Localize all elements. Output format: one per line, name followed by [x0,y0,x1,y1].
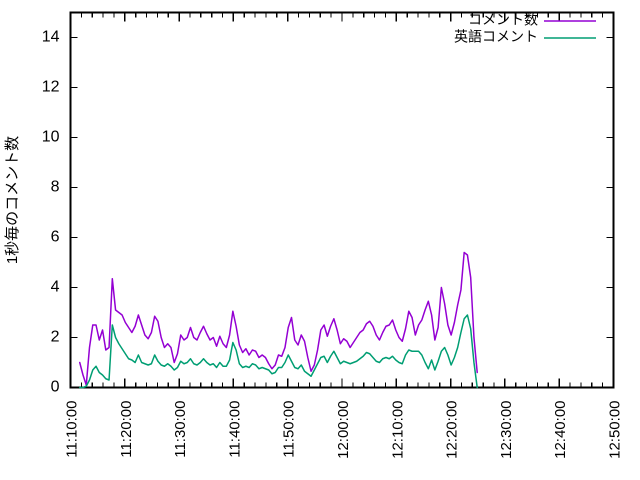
y-tick-label: 4 [51,279,60,296]
series-line-1 [78,251,478,386]
y-tick-label: 14 [42,29,60,46]
x-tick-label: 11:40:00 [226,401,243,458]
legend-label-2: 英語コメント [454,29,538,45]
x-tick-label: 11:20:00 [118,401,135,458]
y-axis-ticks: 0 2 4 6 8 10 12 14 [42,29,614,396]
x-tick-label: 12:00:00 [335,401,352,459]
x-tick-label: 12:40:00 [552,401,569,459]
x-tick-label: 11:30:00 [172,401,189,458]
x-tick-label: 12:30:00 [498,401,515,459]
x-tick-label: 12:20:00 [444,401,461,459]
y-tick-label: 0 [51,379,60,396]
y-axis-title: 1秒毎のコメント数 [4,136,21,264]
y-tick-label: 2 [51,329,60,346]
series-line-2 [78,314,478,389]
x-tick-label: 12:10:00 [389,401,406,459]
y-tick-label: 8 [51,179,60,196]
y-tick-label: 10 [42,129,60,146]
y-axis-title-group: 1秒毎のコメント数 [4,136,21,264]
x-tick-label: 11:50:00 [281,401,298,458]
x-axis-ticks: 11:10:00 11:20:00 11:30:00 11:40:00 11:50:00… [64,12,624,459]
y-tick-label: 12 [42,79,60,96]
x-tick-label: 12:50:00 [607,401,624,459]
x-tick-label: 11:10:00 [64,401,81,458]
data-series-group [78,251,478,389]
legend-label-1: コメント数 [468,12,538,28]
y-tick-label: 6 [51,229,60,246]
